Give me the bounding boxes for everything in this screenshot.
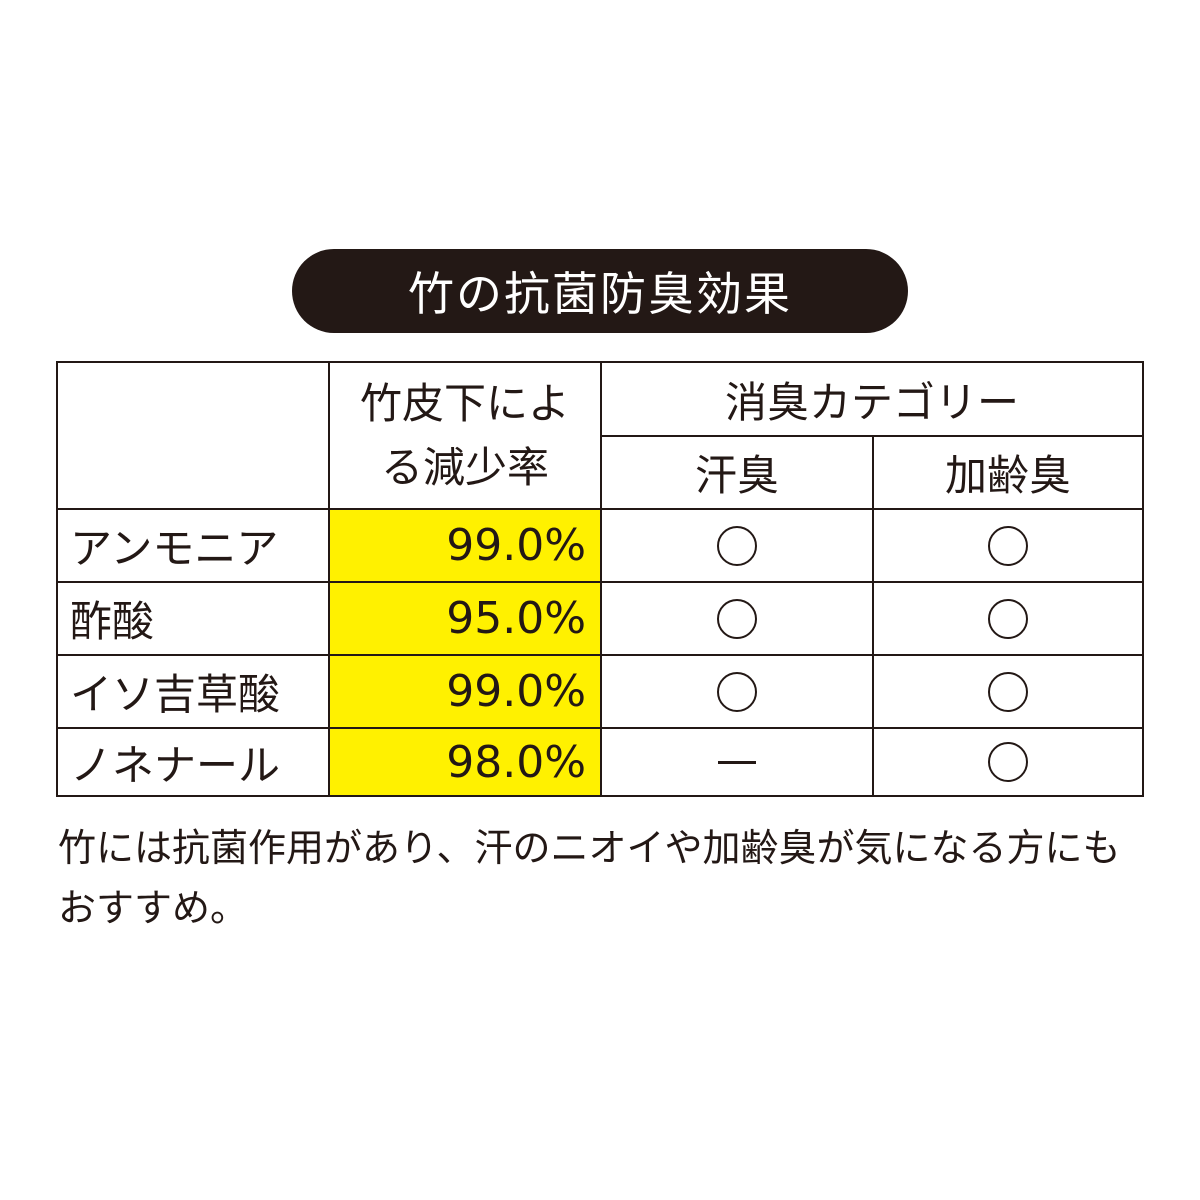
sweat-cell <box>600 581 874 656</box>
circle-mark-icon <box>717 525 757 566</box>
aging-cell <box>872 581 1144 656</box>
header-empty-cell <box>56 361 330 510</box>
circle-mark-icon <box>988 525 1028 566</box>
dash-mark-icon <box>718 760 756 764</box>
sweat-cell <box>600 727 874 797</box>
header-rate: 竹皮下による減少率 <box>328 361 602 510</box>
rate-value: 98.0% <box>446 736 586 788</box>
rate-cell: 95.0% <box>328 581 602 656</box>
header-rate-label: 竹皮下による減少率 <box>359 378 570 492</box>
circle-mark-icon <box>988 598 1028 639</box>
footnote: 竹には抗菌作用があり、汗のニオイや加齢臭が気になる方にもおすすめ。 <box>58 826 1121 930</box>
header-aging-label: 加齢臭 <box>944 451 1071 500</box>
header-sweat-label: 汗臭 <box>694 451 779 500</box>
row-name-cell: イソ吉草酸 <box>56 654 330 729</box>
row-name-cell: アンモニア <box>56 508 330 583</box>
row-name-cell: ノネナール <box>56 727 330 797</box>
title-banner: 竹の抗菌防臭効果 <box>292 249 908 333</box>
row-name-cell: 酢酸 <box>56 581 330 656</box>
rate-cell: 99.0% <box>328 654 602 729</box>
row-name: イソ吉草酸 <box>70 670 281 719</box>
header-sweat: 汗臭 <box>600 435 874 510</box>
aging-cell <box>872 654 1144 729</box>
aging-cell <box>872 508 1144 583</box>
rate-cell: 99.0% <box>328 508 602 583</box>
circle-mark-icon <box>988 742 1028 782</box>
row-name: アンモニア <box>70 524 279 573</box>
row-name: 酢酸 <box>70 597 155 646</box>
rate-value: 99.0% <box>446 666 586 717</box>
sweat-cell <box>600 654 874 729</box>
circle-mark-icon <box>717 671 757 712</box>
aging-cell <box>872 727 1144 797</box>
header-category-label: 消臭カテゴリー <box>724 377 1019 427</box>
circle-mark-icon <box>988 671 1028 712</box>
rate-value: 99.0% <box>446 520 586 571</box>
circle-mark-icon <box>717 598 757 639</box>
rate-cell: 98.0% <box>328 727 602 797</box>
header-aging: 加齢臭 <box>872 435 1144 510</box>
row-name: ノネナール <box>70 740 281 790</box>
page-title: 竹の抗菌防臭効果 <box>408 267 792 321</box>
header-category: 消臭カテゴリー <box>600 361 1144 437</box>
sweat-cell <box>600 508 874 583</box>
rate-value: 95.0% <box>446 593 586 644</box>
deodorant-table: 竹皮下による減少率 消臭カテゴリー 汗臭 加齢臭 アンモニア 99.0% 酢酸 95.… <box>56 361 1144 797</box>
